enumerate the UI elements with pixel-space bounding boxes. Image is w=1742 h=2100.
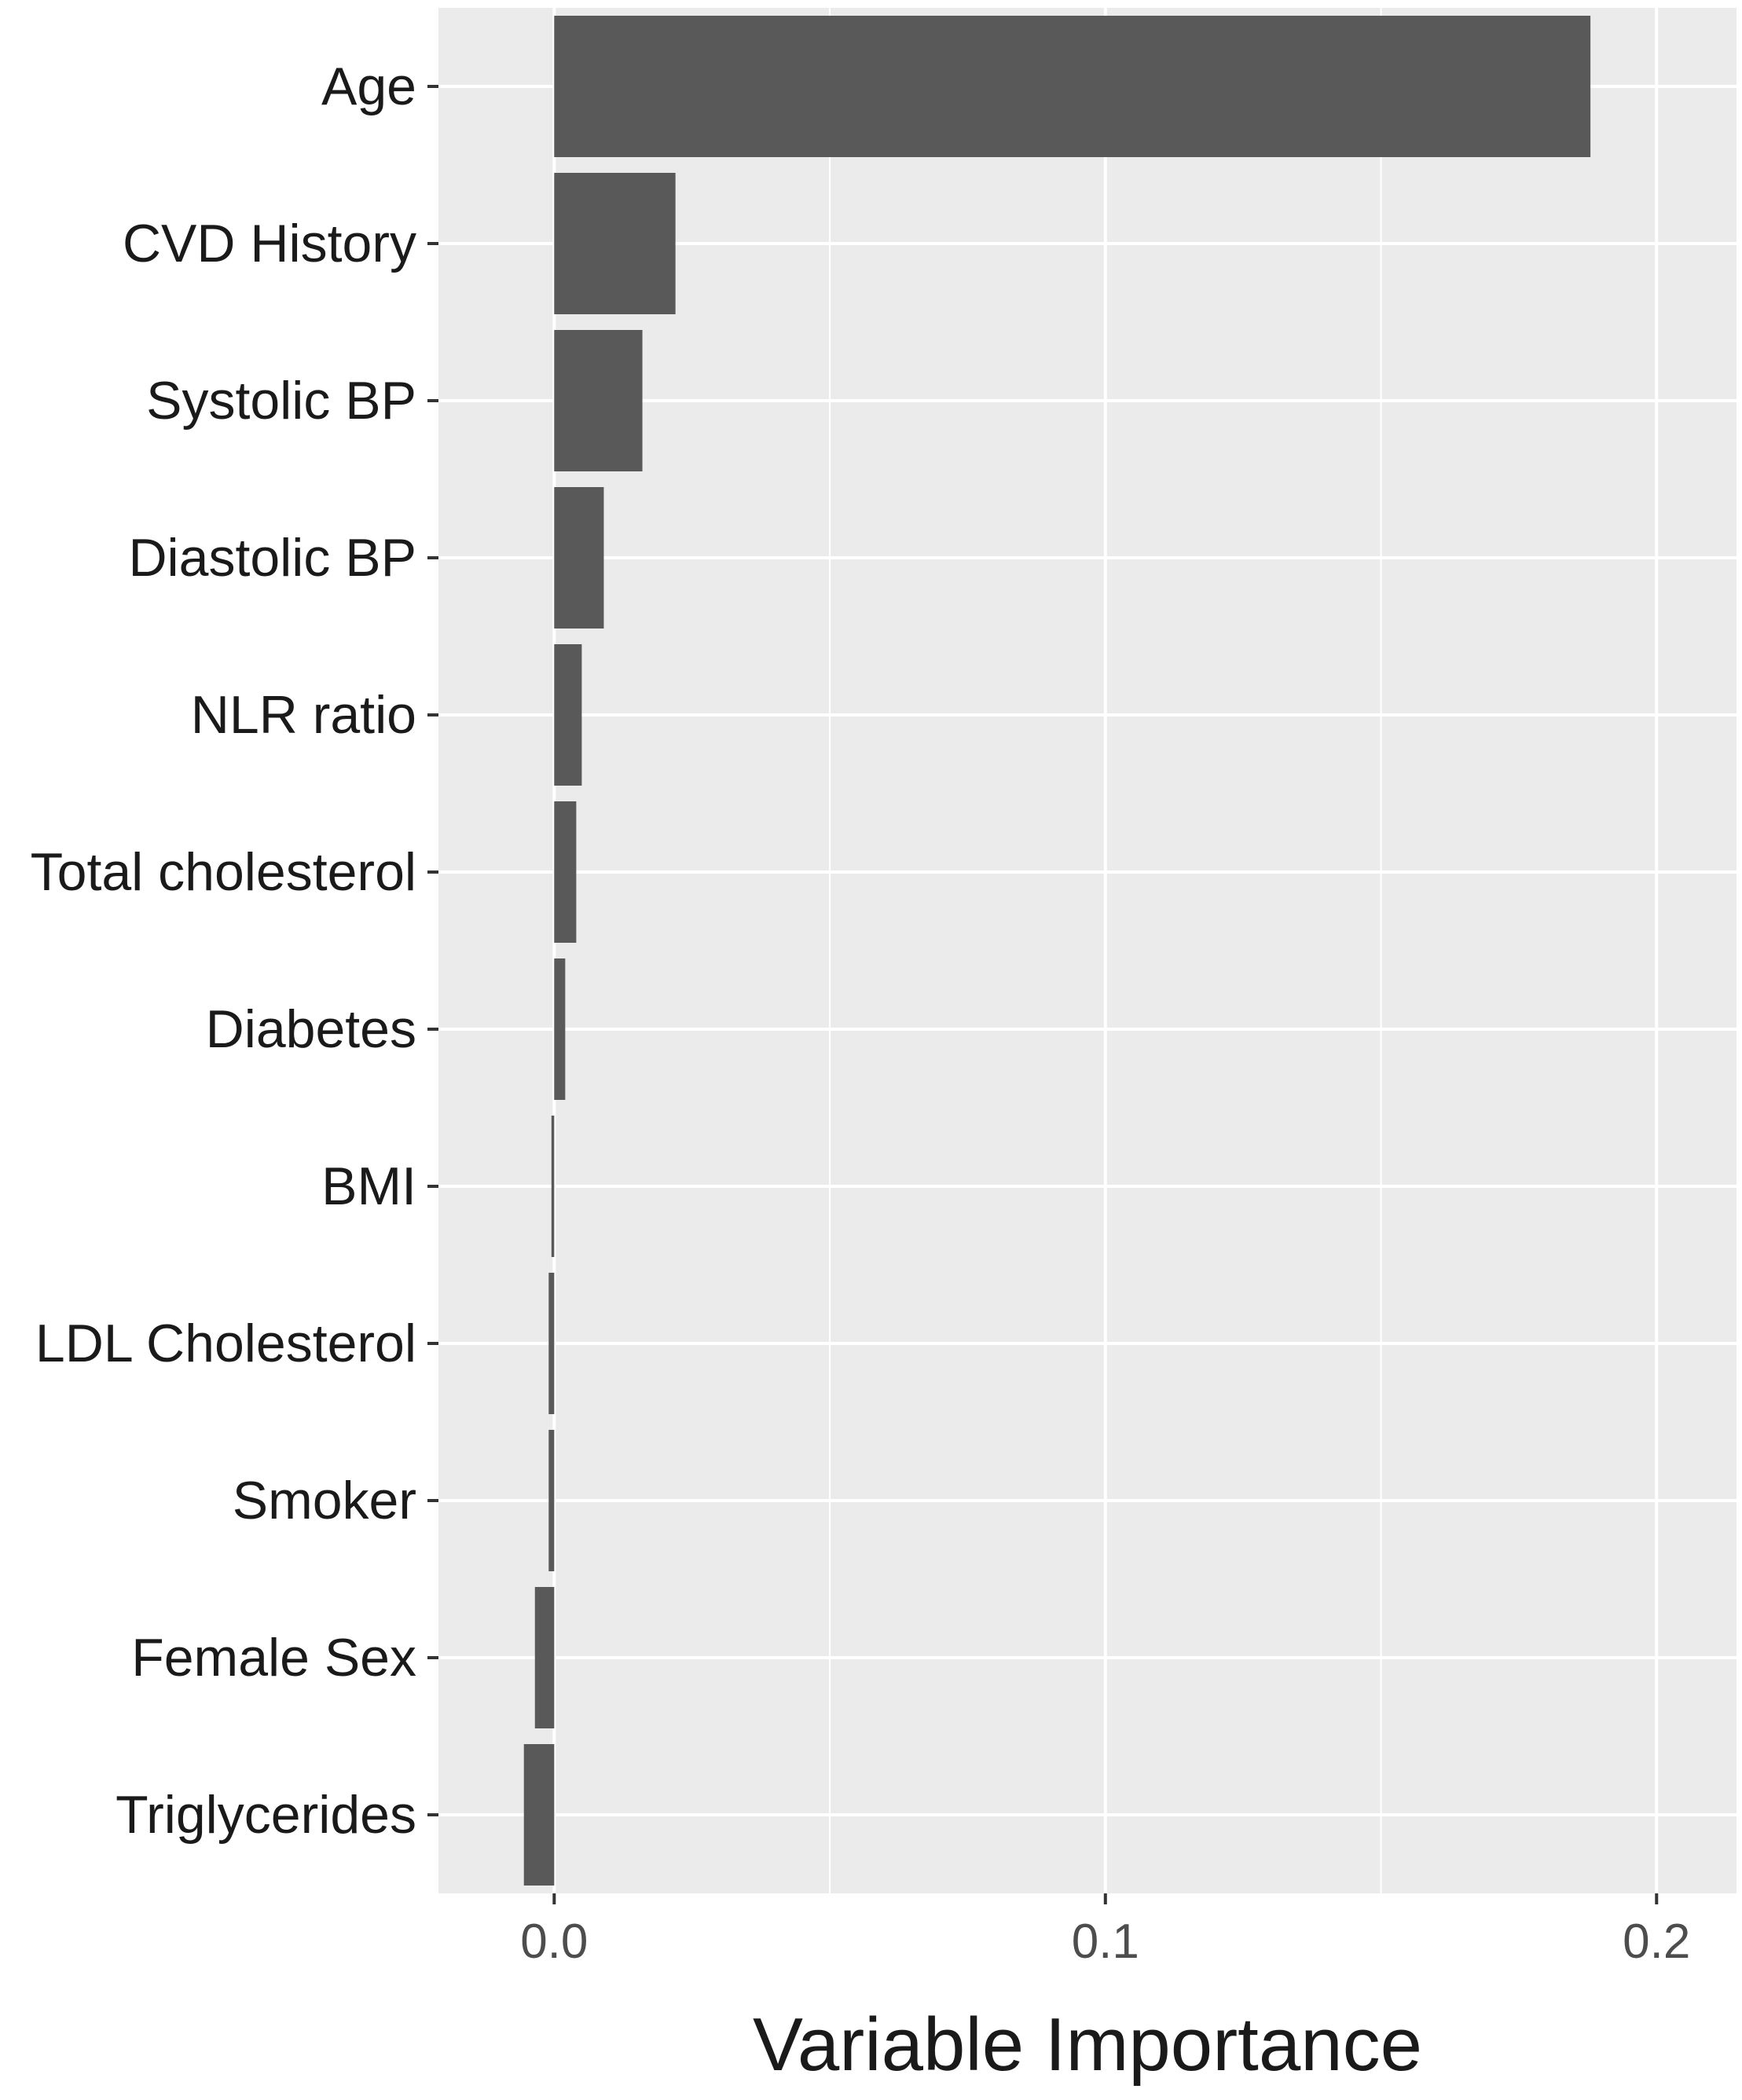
y-tick-label: Age (321, 57, 416, 116)
y-tick-label: LDL Cholesterol (35, 1314, 416, 1373)
bars (523, 16, 1591, 1886)
y-tick-label: Diastolic BP (128, 528, 416, 588)
x-tick-label: 0.2 (1623, 1915, 1690, 1969)
y-tick-label: BMI (321, 1156, 416, 1216)
bar-diabetes (554, 958, 566, 1100)
x-tick-label: 0.1 (1072, 1915, 1139, 1969)
x-axis-title: Variable Importance (753, 2003, 1422, 2087)
y-tick-label: Female Sex (131, 1628, 416, 1688)
bar-total-cholesterol (554, 801, 577, 943)
y-tick-label: CVD History (123, 214, 416, 273)
x-tick-label: 0.0 (520, 1915, 588, 1969)
y-axis: Age CVD History Systolic BP Diastolic BP NLR… (31, 57, 438, 1845)
bar-ldl-cholesterol (548, 1273, 555, 1414)
y-tick-label: NLR ratio (191, 685, 416, 745)
bar-smoker (548, 1430, 555, 1571)
y-tick-label: Systolic BP (146, 371, 416, 431)
bar-nlr-ratio (554, 644, 582, 786)
y-tick-label: Triglycerides (116, 1785, 416, 1845)
plot-panel (438, 8, 1736, 1893)
y-tick-label: Smoker (233, 1471, 416, 1530)
bar-systolic-bp (554, 330, 643, 471)
y-tick-label: Total cholesterol (31, 842, 416, 902)
grid-lines (438, 8, 1736, 1893)
bar-bmi (551, 1116, 555, 1257)
bar-cvd-history (554, 173, 676, 314)
bar-female-sex (534, 1587, 555, 1728)
bar-diastolic-bp (554, 487, 604, 629)
x-axis: 0.0 0.1 0.2 (520, 1893, 1690, 1969)
y-tick-label: Diabetes (206, 999, 416, 1059)
bar-age (554, 16, 1591, 157)
bar-triglycerides (523, 1744, 555, 1886)
